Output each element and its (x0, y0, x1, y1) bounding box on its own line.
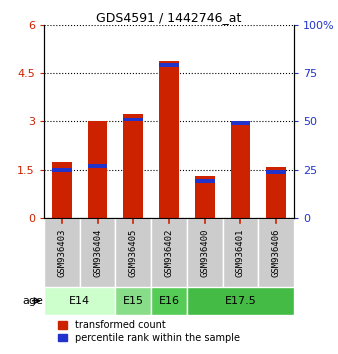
Text: age: age (22, 296, 43, 306)
Bar (115, 287, 151, 315)
Bar (266, 170, 286, 173)
Text: GSM936402: GSM936402 (165, 228, 173, 276)
Bar (159, 61, 179, 218)
Legend: transformed count, percentile rank within the sample: transformed count, percentile rank withi… (54, 316, 244, 347)
Text: E15: E15 (123, 296, 144, 306)
Bar (223, 218, 258, 287)
Bar (187, 287, 294, 315)
Bar (123, 114, 143, 218)
Bar (195, 179, 215, 183)
Bar (159, 63, 179, 67)
Bar (44, 218, 80, 287)
Text: GSM936406: GSM936406 (272, 228, 281, 276)
Bar (231, 122, 250, 218)
Bar (187, 218, 223, 287)
Bar (115, 218, 151, 287)
Text: E17.5: E17.5 (224, 296, 256, 306)
Bar (44, 287, 115, 315)
Bar (258, 218, 294, 287)
Bar (151, 287, 187, 315)
Bar (52, 168, 72, 172)
Bar (52, 162, 72, 218)
Bar (88, 164, 107, 168)
Text: GSM936404: GSM936404 (93, 228, 102, 276)
Text: E16: E16 (159, 296, 179, 306)
Text: GSM936403: GSM936403 (57, 228, 66, 276)
Bar (123, 118, 143, 121)
Bar (195, 176, 215, 218)
Bar (88, 121, 107, 218)
Bar (151, 218, 187, 287)
Title: GDS4591 / 1442746_at: GDS4591 / 1442746_at (96, 11, 242, 24)
Text: GSM936405: GSM936405 (129, 228, 138, 276)
Bar (80, 218, 115, 287)
Text: GSM936400: GSM936400 (200, 228, 209, 276)
Bar (231, 121, 250, 125)
Text: E14: E14 (69, 296, 90, 306)
Bar (266, 167, 286, 218)
Text: GSM936401: GSM936401 (236, 228, 245, 276)
